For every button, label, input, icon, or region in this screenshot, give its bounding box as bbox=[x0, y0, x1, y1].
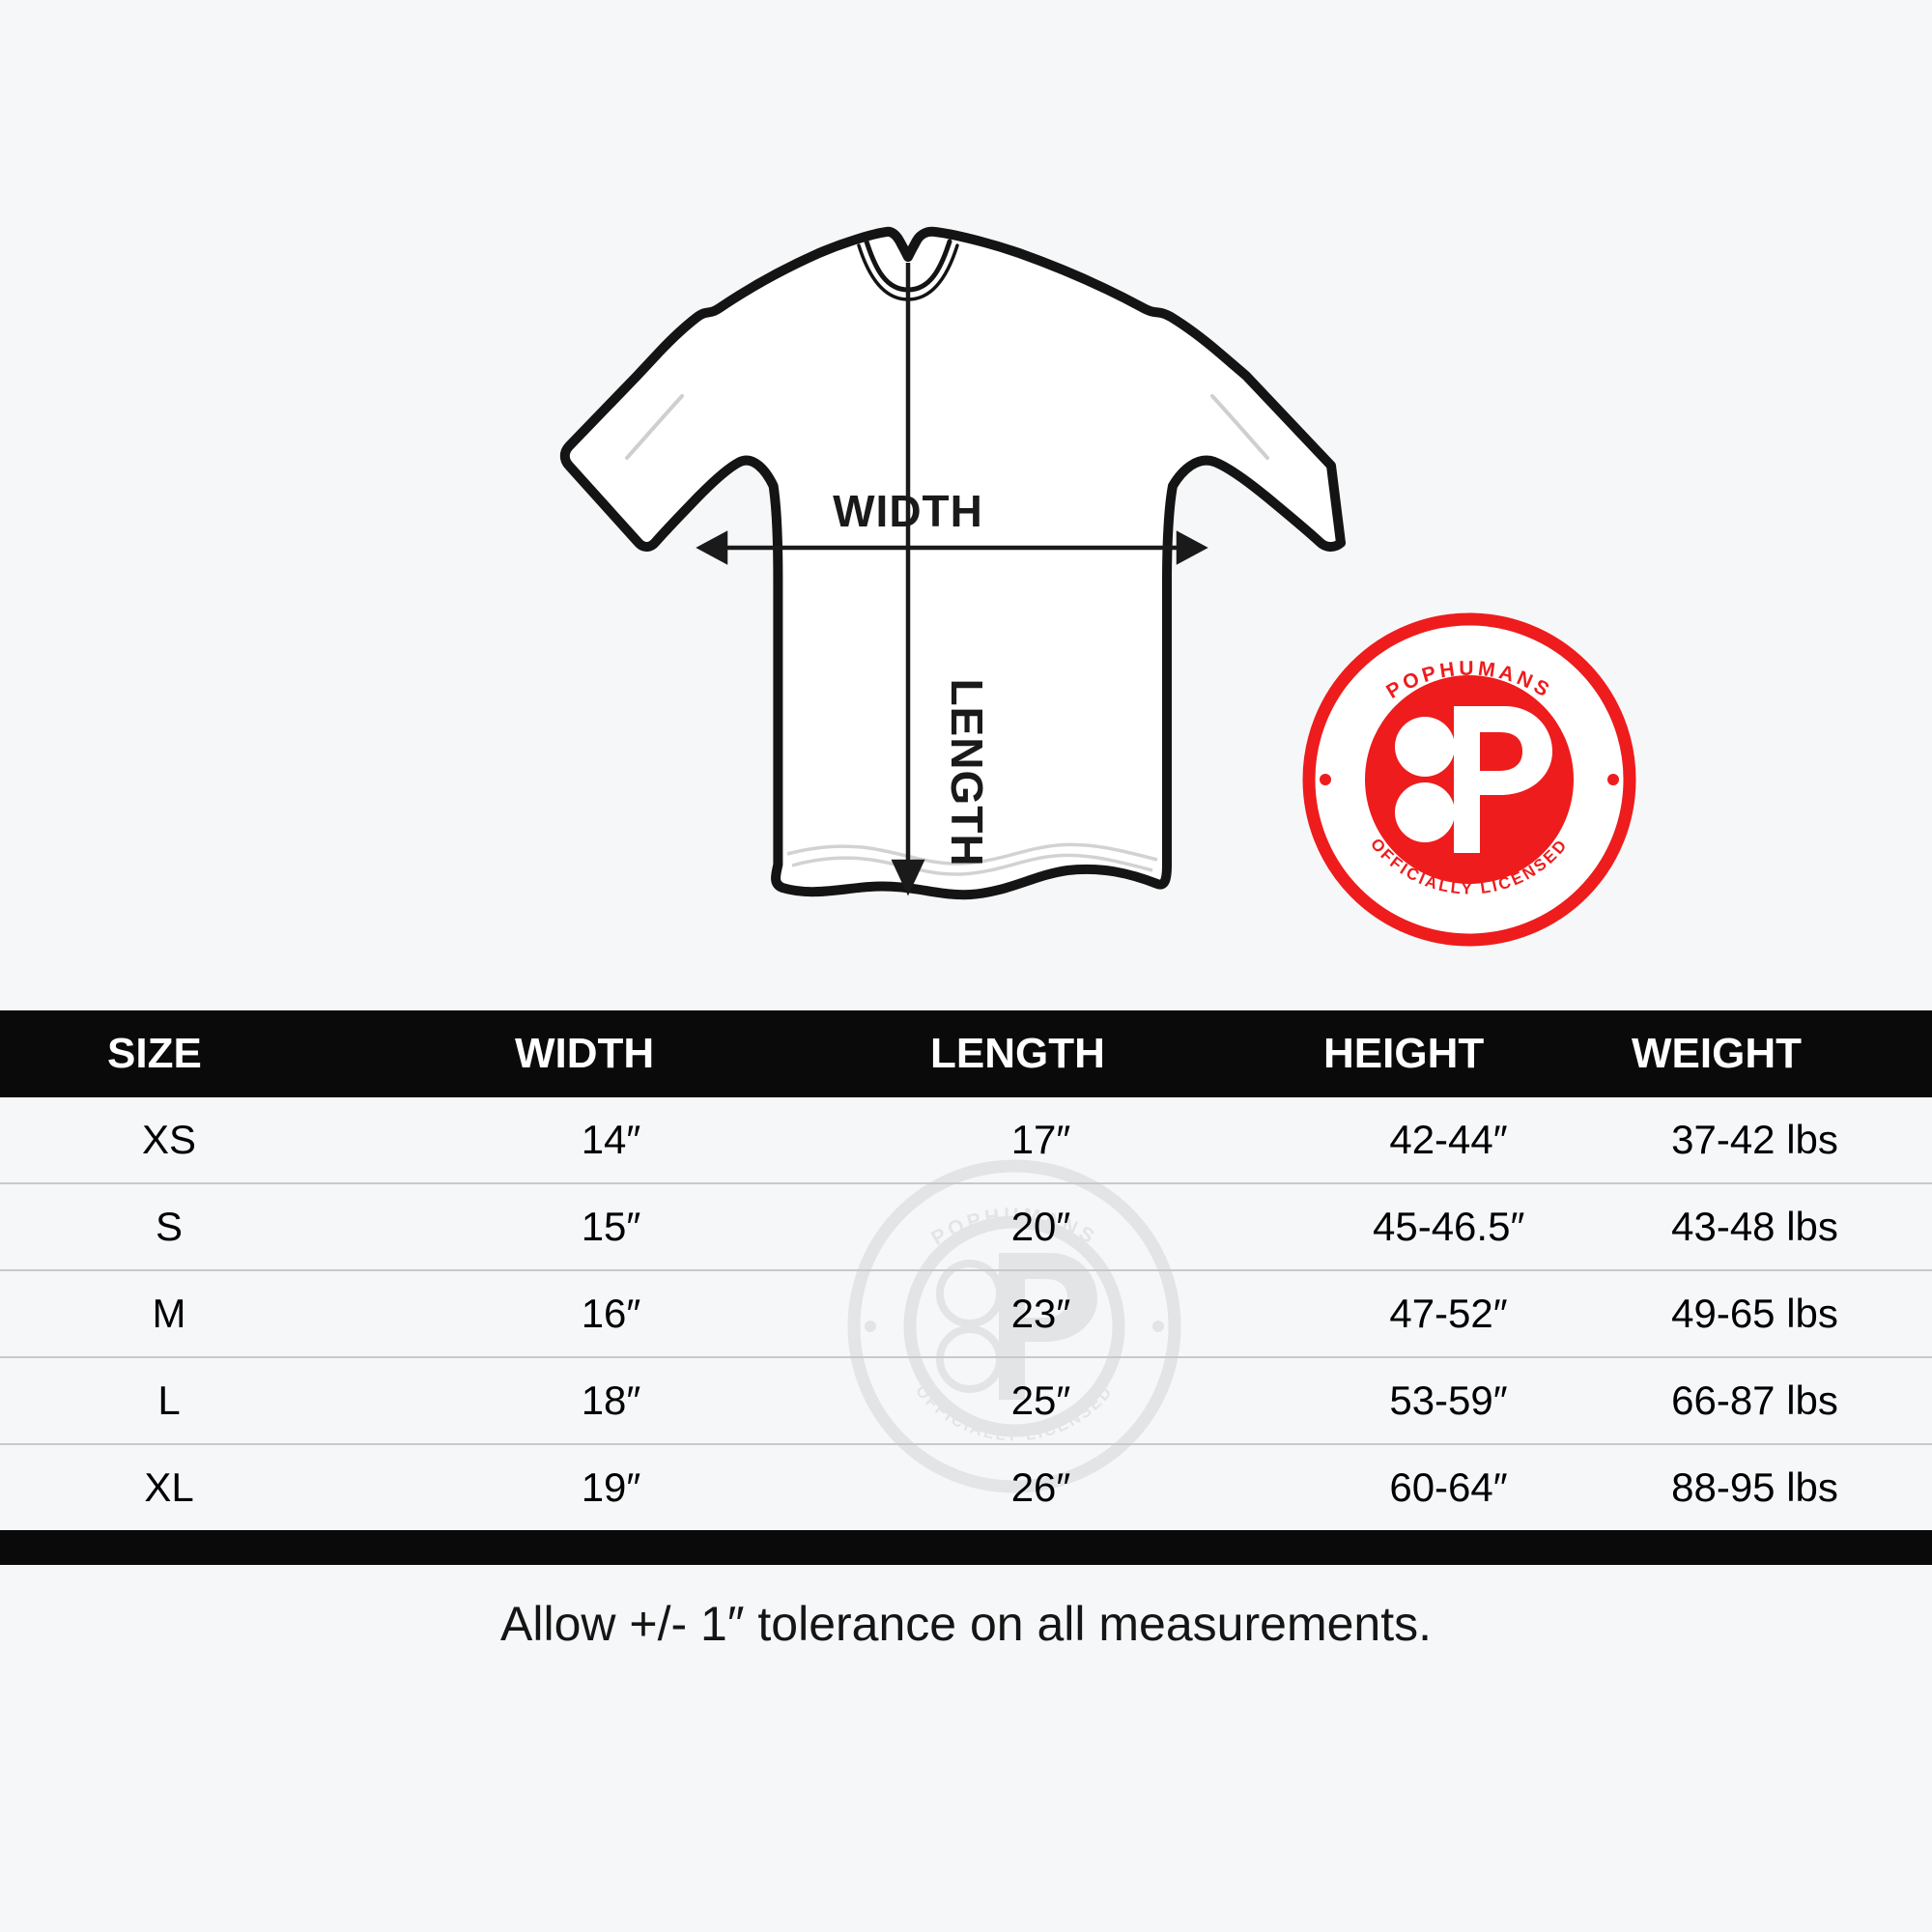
svg-text:LENGTH: LENGTH bbox=[942, 678, 992, 867]
svg-text:WIDTH: WIDTH bbox=[833, 486, 983, 536]
